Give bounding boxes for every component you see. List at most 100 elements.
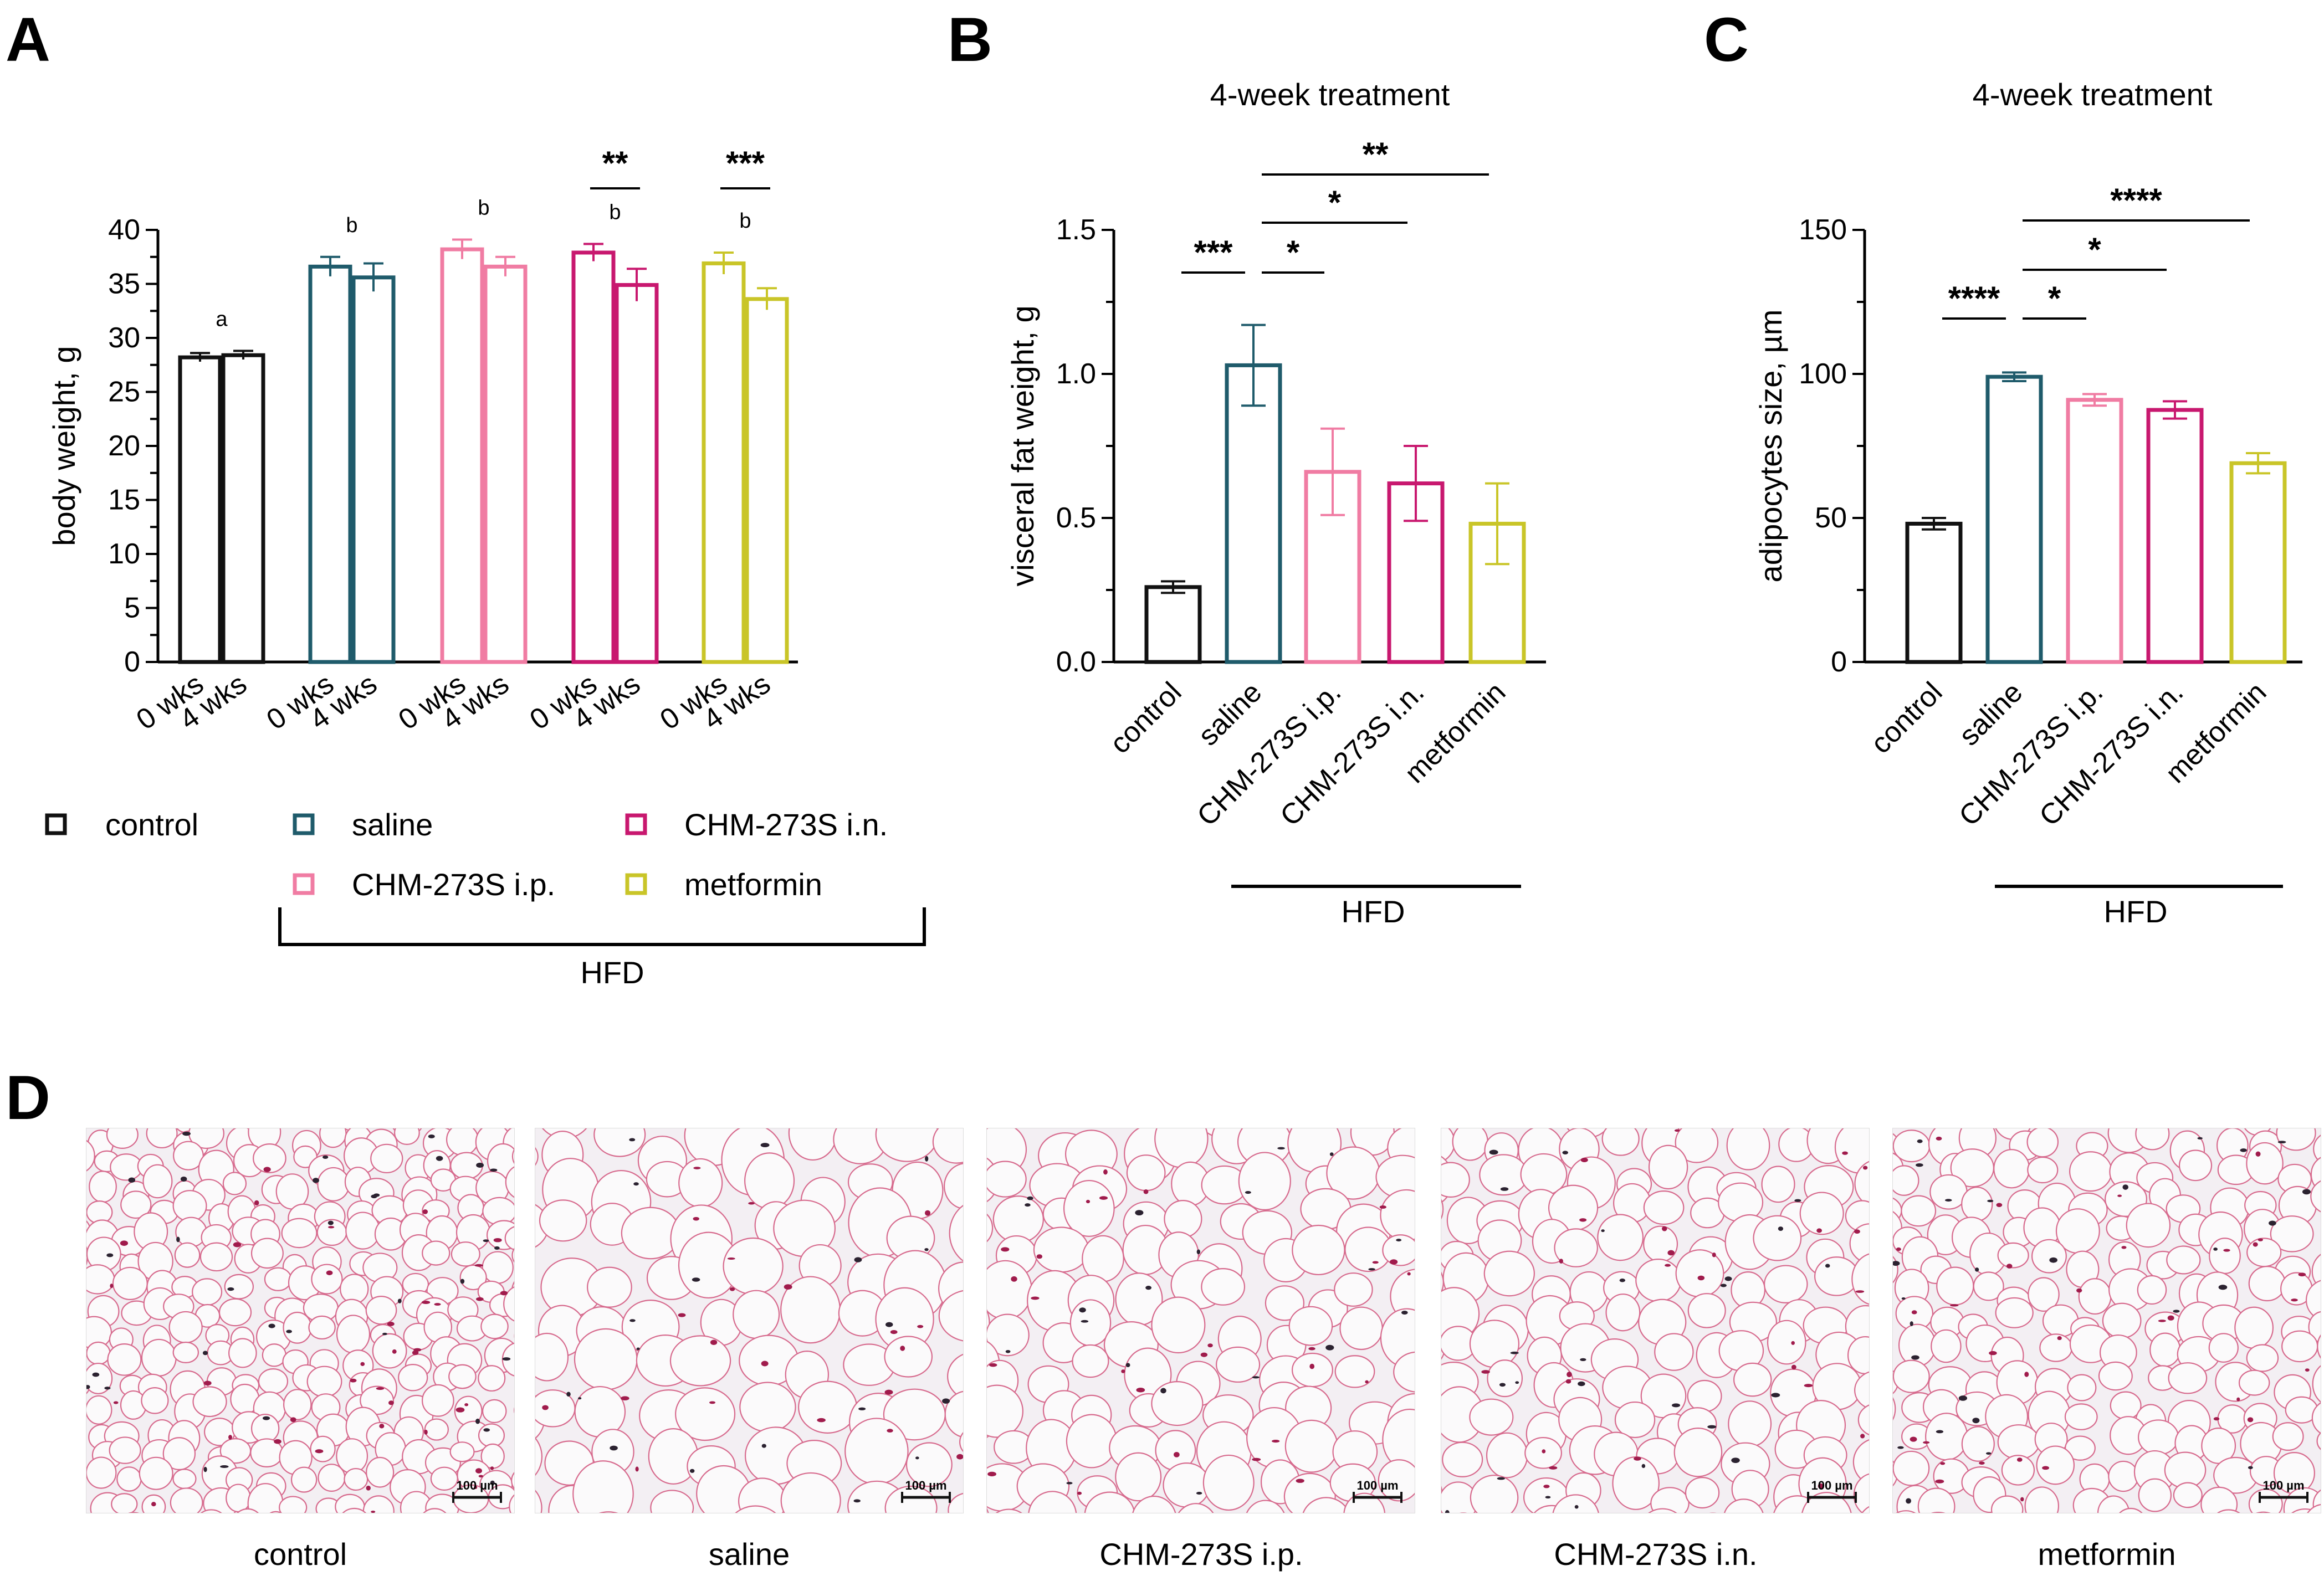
adipocyte bbox=[987, 1213, 994, 1243]
adipocyte bbox=[511, 1248, 514, 1263]
nucleus bbox=[853, 1499, 861, 1503]
nucleus bbox=[1580, 1358, 1586, 1361]
nucleus bbox=[885, 1322, 893, 1327]
nucleus bbox=[475, 1468, 482, 1474]
adipocyte bbox=[226, 1484, 251, 1513]
adipocyte bbox=[2317, 1334, 2321, 1359]
adipocyte bbox=[884, 1336, 933, 1378]
nucleus bbox=[1896, 1247, 1901, 1251]
adipocyte bbox=[1650, 1487, 1690, 1513]
y-tick-label: 5 bbox=[124, 592, 140, 624]
adipocyte bbox=[1469, 1320, 1520, 1368]
adipocyte bbox=[1378, 1459, 1415, 1502]
nucleus bbox=[327, 1220, 334, 1225]
adipocyte bbox=[1893, 1165, 1919, 1196]
adipocyte bbox=[2311, 1254, 2321, 1289]
nucleus bbox=[1407, 1272, 1411, 1276]
adipocyte bbox=[987, 1313, 1030, 1357]
adipocyte bbox=[1854, 1371, 1869, 1409]
adipocyte bbox=[142, 1164, 173, 1199]
adipocyte bbox=[250, 1238, 284, 1269]
nucleus bbox=[1911, 1310, 1917, 1315]
nucleus bbox=[392, 1349, 397, 1354]
nucleus bbox=[1674, 1129, 1680, 1132]
nucleus bbox=[1641, 1464, 1646, 1469]
nucleus bbox=[1396, 1239, 1402, 1242]
significance-stars: * bbox=[2088, 231, 2101, 268]
nucleus bbox=[1910, 1436, 1917, 1442]
nucleus bbox=[227, 1287, 234, 1291]
y-tick-label: 0.0 bbox=[1056, 646, 1096, 678]
micrograph-chm-in: 100 µm bbox=[1441, 1128, 1870, 1513]
nucleus bbox=[1103, 1169, 1108, 1175]
adipocyte bbox=[2078, 1278, 2112, 1315]
adipocyte bbox=[1917, 1487, 1956, 1513]
adipocyte bbox=[237, 1508, 259, 1513]
bar bbox=[1905, 521, 1963, 664]
adipocyte bbox=[1643, 1225, 1678, 1262]
nucleus bbox=[1906, 1498, 1911, 1504]
micrograph-control: 100 µm bbox=[86, 1128, 515, 1513]
y-tick-label: 20 bbox=[108, 430, 140, 462]
x-tick-label: control bbox=[1104, 676, 1187, 759]
nucleus bbox=[887, 1429, 893, 1433]
adipocyte bbox=[2248, 1265, 2286, 1302]
adipocyte bbox=[2173, 1482, 2203, 1508]
bar bbox=[1985, 374, 2043, 664]
micrograph-caption-metformin: metformin bbox=[2038, 1537, 2176, 1572]
legend-label-control: control bbox=[105, 807, 198, 842]
nucleus bbox=[86, 1385, 90, 1389]
nucleus bbox=[1252, 1376, 1260, 1379]
nucleus bbox=[1160, 1388, 1166, 1394]
adipocyte bbox=[1115, 1452, 1162, 1502]
nucleus bbox=[629, 1138, 636, 1142]
significance-stars: **** bbox=[1948, 280, 2000, 317]
nucleus bbox=[1567, 1372, 1572, 1378]
nucleus bbox=[1804, 1384, 1813, 1388]
adipocyte bbox=[511, 1148, 514, 1164]
adipocyte bbox=[1126, 1154, 1166, 1192]
adipocyte bbox=[2166, 1245, 2201, 1275]
nucleus bbox=[1860, 1434, 1865, 1439]
y-tick-label: 1.0 bbox=[1056, 358, 1096, 390]
adipocyte bbox=[120, 1190, 152, 1219]
y-tick-label: 40 bbox=[108, 214, 140, 246]
nucleus bbox=[1077, 1491, 1082, 1495]
adipocyte bbox=[1896, 1510, 1916, 1513]
nucleus bbox=[858, 1407, 866, 1410]
adipocyte bbox=[269, 1511, 282, 1513]
nucleus bbox=[110, 1284, 114, 1289]
nucleus bbox=[371, 1511, 376, 1513]
bar bbox=[308, 264, 352, 664]
chart-a-ylabel: body weight, g bbox=[47, 346, 81, 546]
adipocyte bbox=[141, 1387, 169, 1414]
adipocyte bbox=[290, 1466, 318, 1493]
nucleus bbox=[784, 1284, 792, 1290]
nucleus bbox=[693, 1216, 699, 1221]
adipocyte bbox=[2234, 1306, 2274, 1349]
adipocyte bbox=[306, 1366, 342, 1398]
adipocyte bbox=[2281, 1330, 2318, 1363]
legend-hfd-bracket bbox=[278, 907, 926, 946]
adipocyte bbox=[336, 1315, 371, 1354]
group-letter: b bbox=[609, 201, 621, 224]
nucleus bbox=[578, 1397, 582, 1400]
adipocyte bbox=[228, 1338, 257, 1368]
nucleus bbox=[1579, 1218, 1587, 1222]
nucleus bbox=[474, 1264, 483, 1267]
group-letter: b bbox=[739, 209, 751, 233]
bar bbox=[745, 297, 789, 664]
nucleus bbox=[1245, 1191, 1251, 1194]
adipocyte bbox=[2283, 1487, 2321, 1513]
nucleus bbox=[474, 1485, 478, 1489]
adipocyte bbox=[2039, 1333, 2073, 1362]
adipocyte bbox=[459, 1264, 487, 1291]
chart-b-title: 4-week treatment bbox=[1210, 77, 1450, 112]
nucleus bbox=[2253, 1242, 2258, 1247]
adipocyte bbox=[393, 1128, 420, 1145]
adipocyte bbox=[1767, 1320, 1806, 1365]
adipocyte bbox=[2248, 1488, 2283, 1513]
nucleus bbox=[635, 1466, 639, 1472]
nucleus bbox=[542, 1405, 549, 1410]
